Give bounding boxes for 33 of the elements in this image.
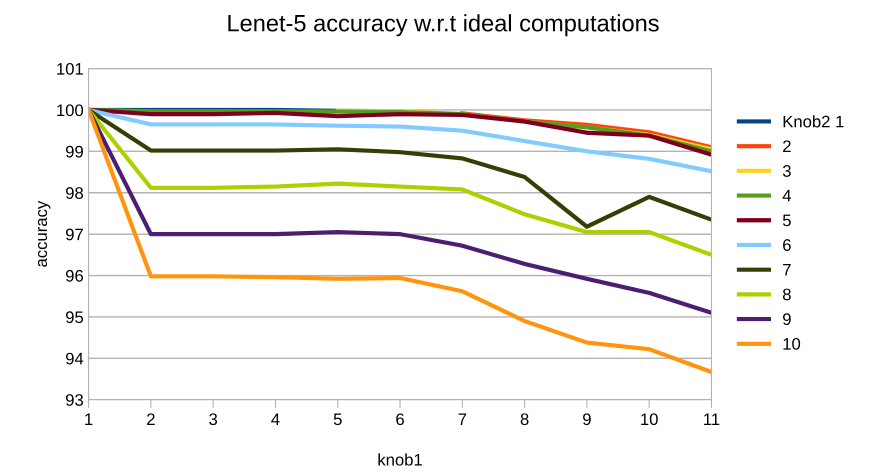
x-tick-label: 10	[641, 413, 658, 426]
y-tick-label: 100	[57, 104, 84, 116]
x-axis-title: knob1	[378, 453, 422, 466]
legend-label: 6	[783, 239, 791, 251]
y-tick-label: 96	[66, 270, 84, 282]
legend-label: 9	[783, 313, 791, 326]
legend-label: 3	[782, 165, 791, 177]
y-tick-label: 97	[66, 228, 83, 240]
y-tick-label: 99	[66, 146, 83, 158]
x-tick-label: 11	[704, 413, 720, 425]
x-tick-label: 9	[583, 413, 591, 426]
y-tick-label: 93	[66, 394, 84, 406]
legend-label: 7	[783, 264, 791, 276]
x-tick-label: 5	[334, 413, 342, 426]
legend-label: 10	[784, 338, 800, 350]
legend-label: 8	[782, 288, 791, 300]
y-tick-label: 95	[66, 311, 84, 324]
legend-label: 4	[782, 190, 792, 202]
x-tick-label: 4	[271, 413, 280, 425]
y-tick-label: 101	[57, 62, 83, 75]
x-tick-label: 2	[147, 413, 155, 425]
y-axis-title: accuracy	[38, 200, 50, 267]
x-tick-label: 1	[85, 413, 92, 425]
y-tick-label: 98	[66, 187, 84, 199]
x-tick-label: 7	[458, 413, 466, 425]
x-tick-label: 8	[520, 413, 529, 426]
legend-label: Knob2 1	[784, 115, 844, 128]
x-tick-label: 6	[396, 413, 404, 426]
legend-label: 2	[783, 140, 791, 152]
x-tick-label: 3	[209, 413, 218, 426]
y-tick-label: 94	[66, 352, 84, 364]
chart-title: Lenet-5 accuracy w.r.t ideal computations	[228, 14, 659, 36]
legend-label: 5	[782, 214, 791, 226]
